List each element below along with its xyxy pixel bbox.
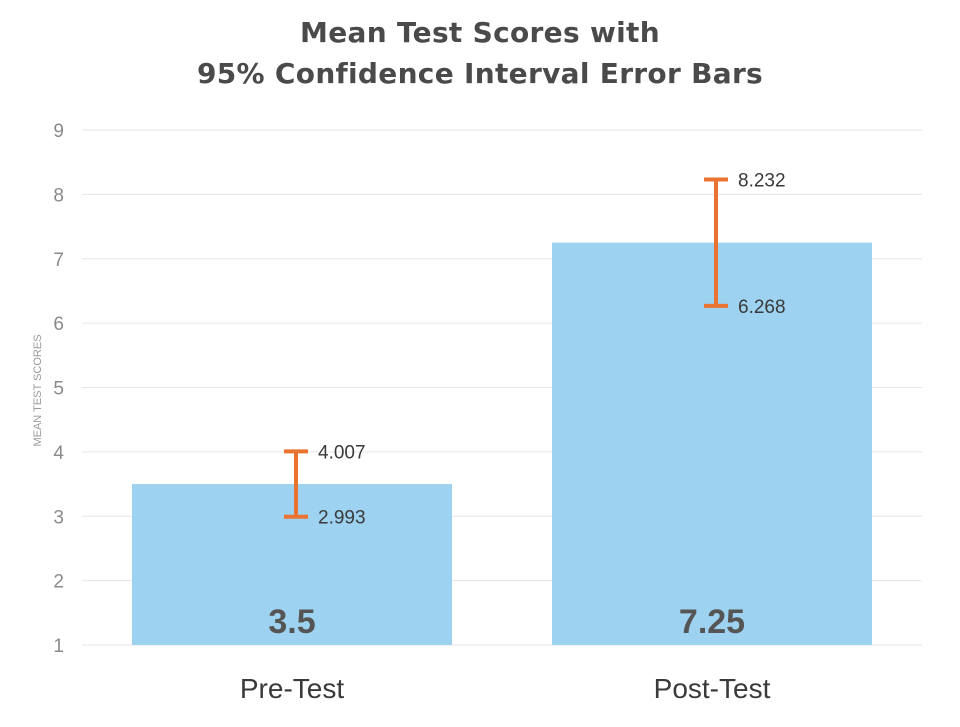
- chart-title-line-1: Mean Test Scores with: [300, 16, 660, 49]
- error-lower-label: 6.268: [738, 297, 786, 318]
- bar-pre-test: [132, 484, 452, 645]
- bar-value-label: 3.5: [268, 603, 315, 641]
- error-upper-label: 4.007: [318, 442, 366, 463]
- y-tick-label: 9: [53, 121, 64, 142]
- chart-title-line-2: 95% Confidence Interval Error Bars: [196, 57, 764, 90]
- x-category-label: Pre-Test: [240, 673, 344, 704]
- bar-value-label: 7.25: [679, 603, 745, 641]
- y-tick-label: 4: [53, 443, 64, 464]
- bar-post-test: [552, 242, 872, 645]
- y-tick-label: 8: [53, 185, 64, 206]
- x-category-label: Post-Test: [654, 673, 771, 704]
- y-tick-label: 6: [53, 314, 64, 335]
- y-axis-label: MEAN TEST SCORES: [32, 334, 44, 446]
- error-lower-label: 2.993: [318, 508, 366, 529]
- y-tick-label: 3: [53, 507, 64, 528]
- y-tick-label: 1: [53, 636, 64, 657]
- y-tick-label: 7: [53, 250, 64, 271]
- y-tick-label: 5: [53, 379, 64, 400]
- y-tick-label: 2: [53, 572, 64, 593]
- error-upper-label: 8.232: [738, 170, 786, 191]
